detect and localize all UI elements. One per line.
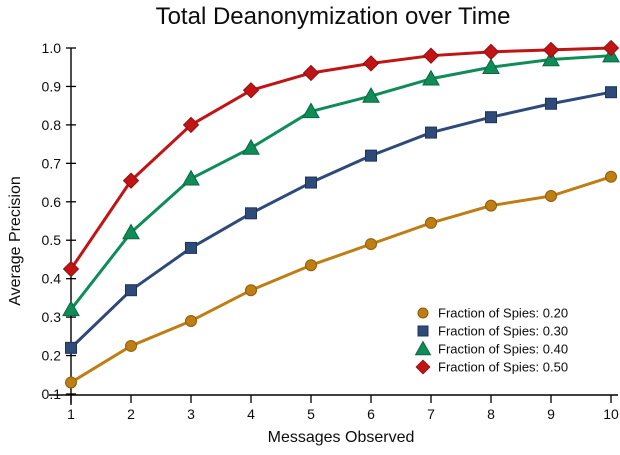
x-tick-label: 7	[427, 406, 435, 422]
y-tick-label: 0.1	[42, 386, 62, 402]
data-point	[245, 284, 257, 297]
x-axis-label: Messages Observed	[267, 429, 415, 446]
series-line	[69, 90, 612, 349]
y-tick-label: 0.8	[42, 117, 62, 133]
data-point	[545, 190, 557, 203]
data-point	[365, 149, 377, 162]
legend-marker	[417, 325, 429, 337]
y-axis-label: Average Precision	[7, 176, 24, 306]
data-point	[185, 314, 197, 327]
data-point	[182, 169, 200, 186]
data-point	[425, 126, 437, 139]
data-point	[542, 50, 560, 67]
data-point	[365, 238, 377, 251]
data-point	[605, 86, 617, 99]
data-point	[602, 39, 620, 57]
chart-title: Total Deanonymization over Time	[155, 3, 511, 30]
series-line	[69, 46, 612, 270]
y-tick-label: 0.6	[42, 194, 62, 210]
data-point	[485, 111, 497, 124]
data-point	[122, 172, 140, 189]
data-point	[542, 41, 560, 59]
data-point	[242, 82, 260, 99]
data-point	[242, 138, 260, 155]
data-point	[62, 300, 80, 317]
legend-marker	[417, 307, 429, 319]
data-point	[362, 55, 380, 72]
data-point	[125, 284, 137, 297]
x-tick-label: 5	[307, 406, 315, 422]
series-line	[70, 175, 612, 384]
legend-label: Fraction of Spies: 0.30	[438, 324, 568, 339]
x-tick-label: 8	[487, 406, 495, 422]
data-point	[482, 58, 500, 74]
data-point	[545, 97, 557, 110]
y-tick-label: 0.4	[42, 271, 62, 287]
y-tick-label: 0.3	[42, 309, 62, 325]
data-point	[362, 86, 380, 103]
data-point	[482, 43, 500, 61]
data-point	[302, 102, 320, 119]
legend-label: Fraction of Spies: 0.20	[438, 306, 568, 321]
data-point	[605, 170, 617, 183]
legend-label: Fraction of Spies: 0.40	[438, 342, 568, 357]
y-tick-label: 1.0	[42, 40, 62, 56]
data-point	[485, 199, 497, 212]
data-point	[65, 376, 77, 389]
y-tick-label: 0.7	[42, 155, 62, 171]
data-point	[62, 260, 80, 278]
x-tick-label: 1	[67, 406, 75, 422]
x-tick-label: 3	[187, 406, 195, 422]
y-tick-label: 0.2	[42, 348, 62, 364]
data-point	[425, 216, 437, 229]
series-line	[69, 54, 612, 311]
x-tick-label: 10	[603, 406, 619, 422]
legend-marker	[414, 340, 432, 356]
data-point	[422, 69, 440, 86]
legend-marker	[415, 359, 431, 375]
x-tick-label: 2	[127, 406, 135, 422]
data-point	[182, 116, 200, 134]
data-point	[185, 241, 197, 254]
data-point	[305, 176, 317, 189]
data-point	[125, 339, 137, 352]
x-tick-label: 6	[367, 406, 375, 422]
data-point	[245, 207, 257, 220]
data-point	[65, 341, 77, 354]
y-tick-label: 0.9	[42, 78, 62, 94]
x-tick-label: 9	[547, 406, 555, 422]
data-point	[422, 47, 440, 64]
data-point	[302, 64, 320, 82]
data-point	[122, 223, 140, 240]
legend-label: Fraction of Spies: 0.50	[438, 360, 568, 375]
y-tick-label: 0.5	[42, 232, 62, 248]
x-tick-label: 4	[247, 406, 255, 422]
data-point	[305, 259, 317, 272]
